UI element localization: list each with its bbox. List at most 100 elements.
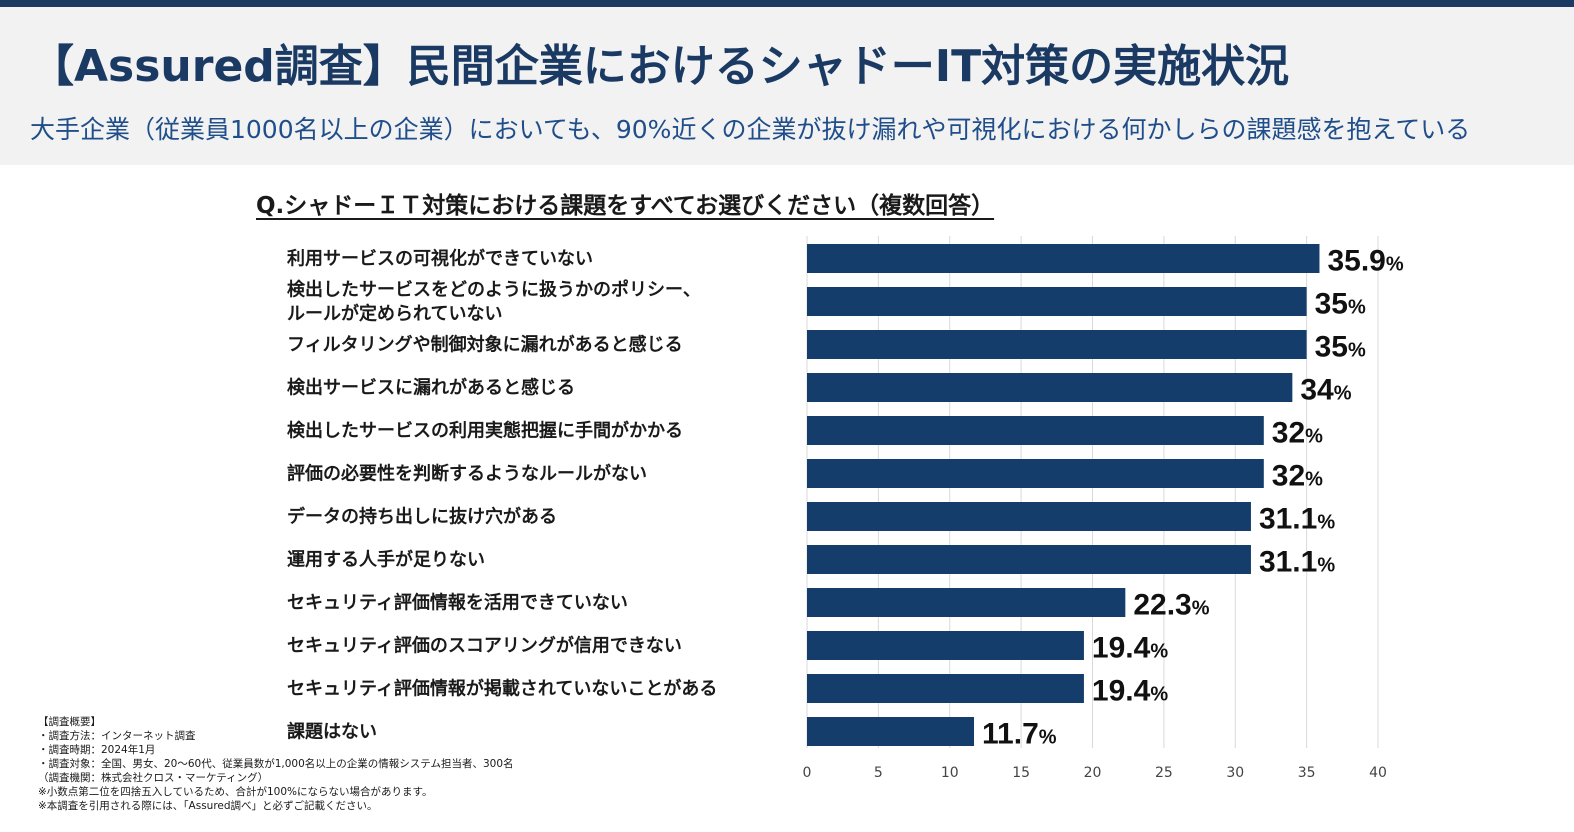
category-label: 運用する人手が足りない (287, 549, 485, 571)
bar (807, 287, 1307, 316)
page-subtitle: 大手企業（従業員1000名以上の企業）においても、90%近くの企業が抜け漏れや可… (30, 115, 1471, 144)
bar (807, 631, 1084, 660)
category-label-line: セキュリティ評価情報を活用できていない (287, 592, 628, 614)
value-label-unit: % (1334, 383, 1352, 405)
category-label-line: 検出したサービスの利用実態把握に手間がかかる (287, 420, 683, 442)
category-label: セキュリティ評価のスコアリングが信用できない (287, 635, 682, 657)
value-label-unit: % (1317, 555, 1335, 577)
category-label-line: 利用サービスの可視化ができていない (287, 248, 593, 270)
value-label-number: 35 (1315, 331, 1348, 364)
bar (807, 717, 975, 746)
category-label-line: データの持ち出しに抜け穴がある (287, 506, 557, 528)
bar (807, 416, 1264, 445)
value-label: 35.9% (1327, 245, 1403, 278)
category-label: 利用サービスの可視化ができていない (287, 248, 593, 270)
x-tick-label: 40 (1369, 765, 1387, 781)
category-label: 評価の必要性を判断するようなルールがない (287, 463, 647, 485)
category-label-line: セキュリティ評価のスコアリングが信用できない (287, 635, 682, 657)
page-title: 【Assured調査】民間企業におけるシャドーIT対策の実施状況 (30, 41, 1290, 92)
value-label-unit: % (1192, 598, 1210, 620)
header-band (0, 7, 1574, 165)
category-label-line: フィルタリングや制御対象に漏れがあると感じる (287, 334, 683, 356)
value-label-unit: % (1150, 641, 1168, 663)
value-label-number: 32 (1272, 460, 1305, 493)
bar (807, 545, 1251, 574)
value-label-unit: % (1317, 512, 1335, 534)
note-line: ・調査対象：全国、男女、20～60代、従業員数が1,000名以上の企業の情報シス… (38, 758, 514, 770)
value-label: 31.1% (1259, 503, 1335, 536)
x-tick-label: 35 (1298, 765, 1316, 781)
category-label: フィルタリングや制御対象に漏れがあると感じる (287, 334, 683, 356)
value-label: 35% (1315, 331, 1366, 364)
x-tick-label: 10 (941, 765, 959, 781)
category-label-line: 評価の必要性を判断するようなルールがない (287, 463, 647, 485)
note-line: ・調査時期：2024年1月 (38, 744, 156, 756)
value-label-number: 11.7 (982, 718, 1039, 751)
chart-value-labels: 35.9%35%35%34%32%32%31.1%31.1%22.3%19.4%… (982, 245, 1404, 751)
category-label: 検出したサービスの利用実態把握に手間がかかる (287, 420, 683, 442)
survey-question: Q.シャドーＩＴ対策における課題をすべてお選びください（複数回答） (256, 193, 995, 219)
value-label-unit: % (1305, 426, 1323, 448)
x-tick-label: 30 (1226, 765, 1244, 781)
value-label-unit: % (1348, 297, 1366, 319)
value-label-number: 31.1 (1259, 503, 1317, 536)
category-label-line: 検出したサービスをどのように扱うかのポリシー、 (287, 279, 701, 301)
value-label-number: 35.9 (1327, 245, 1385, 278)
top-accent-bar (0, 0, 1574, 7)
chart-bars (807, 244, 1320, 746)
value-label-number: 31.1 (1259, 546, 1317, 579)
x-tick-label: 15 (1012, 765, 1030, 781)
value-label-number: 19.4 (1092, 675, 1151, 708)
category-label: 検出サービスに漏れがあると感じる (287, 377, 575, 399)
value-label: 35% (1315, 288, 1366, 321)
category-label: データの持ち出しに抜け穴がある (287, 506, 557, 528)
value-label-number: 32 (1272, 417, 1305, 450)
x-tick-label: 25 (1155, 765, 1173, 781)
category-label-line: 運用する人手が足りない (287, 549, 485, 571)
survey-notes: 【調査概要】・調査方法：インターネット調査 ・調査時期：2024年1月・調査対象：… (38, 715, 514, 813)
category-label: セキュリティ評価情報が掲載されていないことがある (287, 678, 717, 700)
x-tick-label: 20 (1084, 765, 1102, 781)
value-label: 22.3% (1133, 589, 1209, 622)
value-label-unit: % (1348, 340, 1366, 362)
category-label-line: 検出サービスに漏れがあると感じる (287, 377, 575, 399)
note-line: ・調査方法：インターネット調査 (38, 730, 196, 742)
note-line: （調査機関：株式会社クロス・マーケティング） (38, 772, 269, 784)
bar (807, 674, 1084, 703)
value-label: 34% (1300, 374, 1351, 407)
value-label-unit: % (1150, 684, 1168, 706)
category-label-line: 課題はない (287, 721, 377, 743)
value-label: 19.4% (1092, 632, 1168, 665)
note-line: ※小数点第二位を四捨五入しているため、合計が100%にならない場合があります。 (38, 786, 433, 798)
bar (807, 244, 1320, 273)
chart-x-axis-ticks: 0 5 10 15 20 25 30 35 40 (803, 765, 1387, 781)
value-label-unit: % (1305, 469, 1323, 491)
bar (807, 459, 1264, 488)
value-label-unit: % (1039, 727, 1057, 749)
category-label-line: セキュリティ評価情報が掲載されていないことがある (287, 678, 717, 700)
value-label: 32% (1272, 460, 1323, 493)
category-label: 検出したサービスをどのように扱うかのポリシー、ルールが定められていない (287, 279, 701, 325)
value-label-number: 22.3 (1133, 589, 1191, 622)
value-label-number: 19.4 (1092, 632, 1151, 665)
value-label: 31.1% (1259, 546, 1335, 579)
category-label: セキュリティ評価情報を活用できていない (287, 592, 628, 614)
value-label-unit: % (1386, 254, 1404, 276)
note-line: 【調査概要】 (38, 716, 101, 728)
value-label-number: 35 (1315, 288, 1348, 321)
bar (807, 330, 1307, 359)
bar (807, 588, 1126, 617)
value-label-number: 34 (1300, 374, 1334, 407)
value-label: 19.4% (1092, 675, 1168, 708)
category-label: 課題はない (287, 721, 377, 743)
bar (807, 502, 1251, 531)
note-line: ※本調査を引用される際には、「Assured調べ」と必ずご記載ください。 (38, 800, 378, 812)
chart-gridlines (806, 236, 1379, 748)
category-label-line: ルールが定められていない (287, 303, 502, 325)
x-tick-label: 5 (874, 765, 883, 781)
value-label: 11.7% (982, 718, 1057, 751)
value-label: 32% (1272, 417, 1323, 450)
chart-category-labels: 利用サービスの可視化ができていない検出したサービスをどのように扱うかのポリシー、… (287, 248, 717, 743)
bar (807, 373, 1293, 402)
